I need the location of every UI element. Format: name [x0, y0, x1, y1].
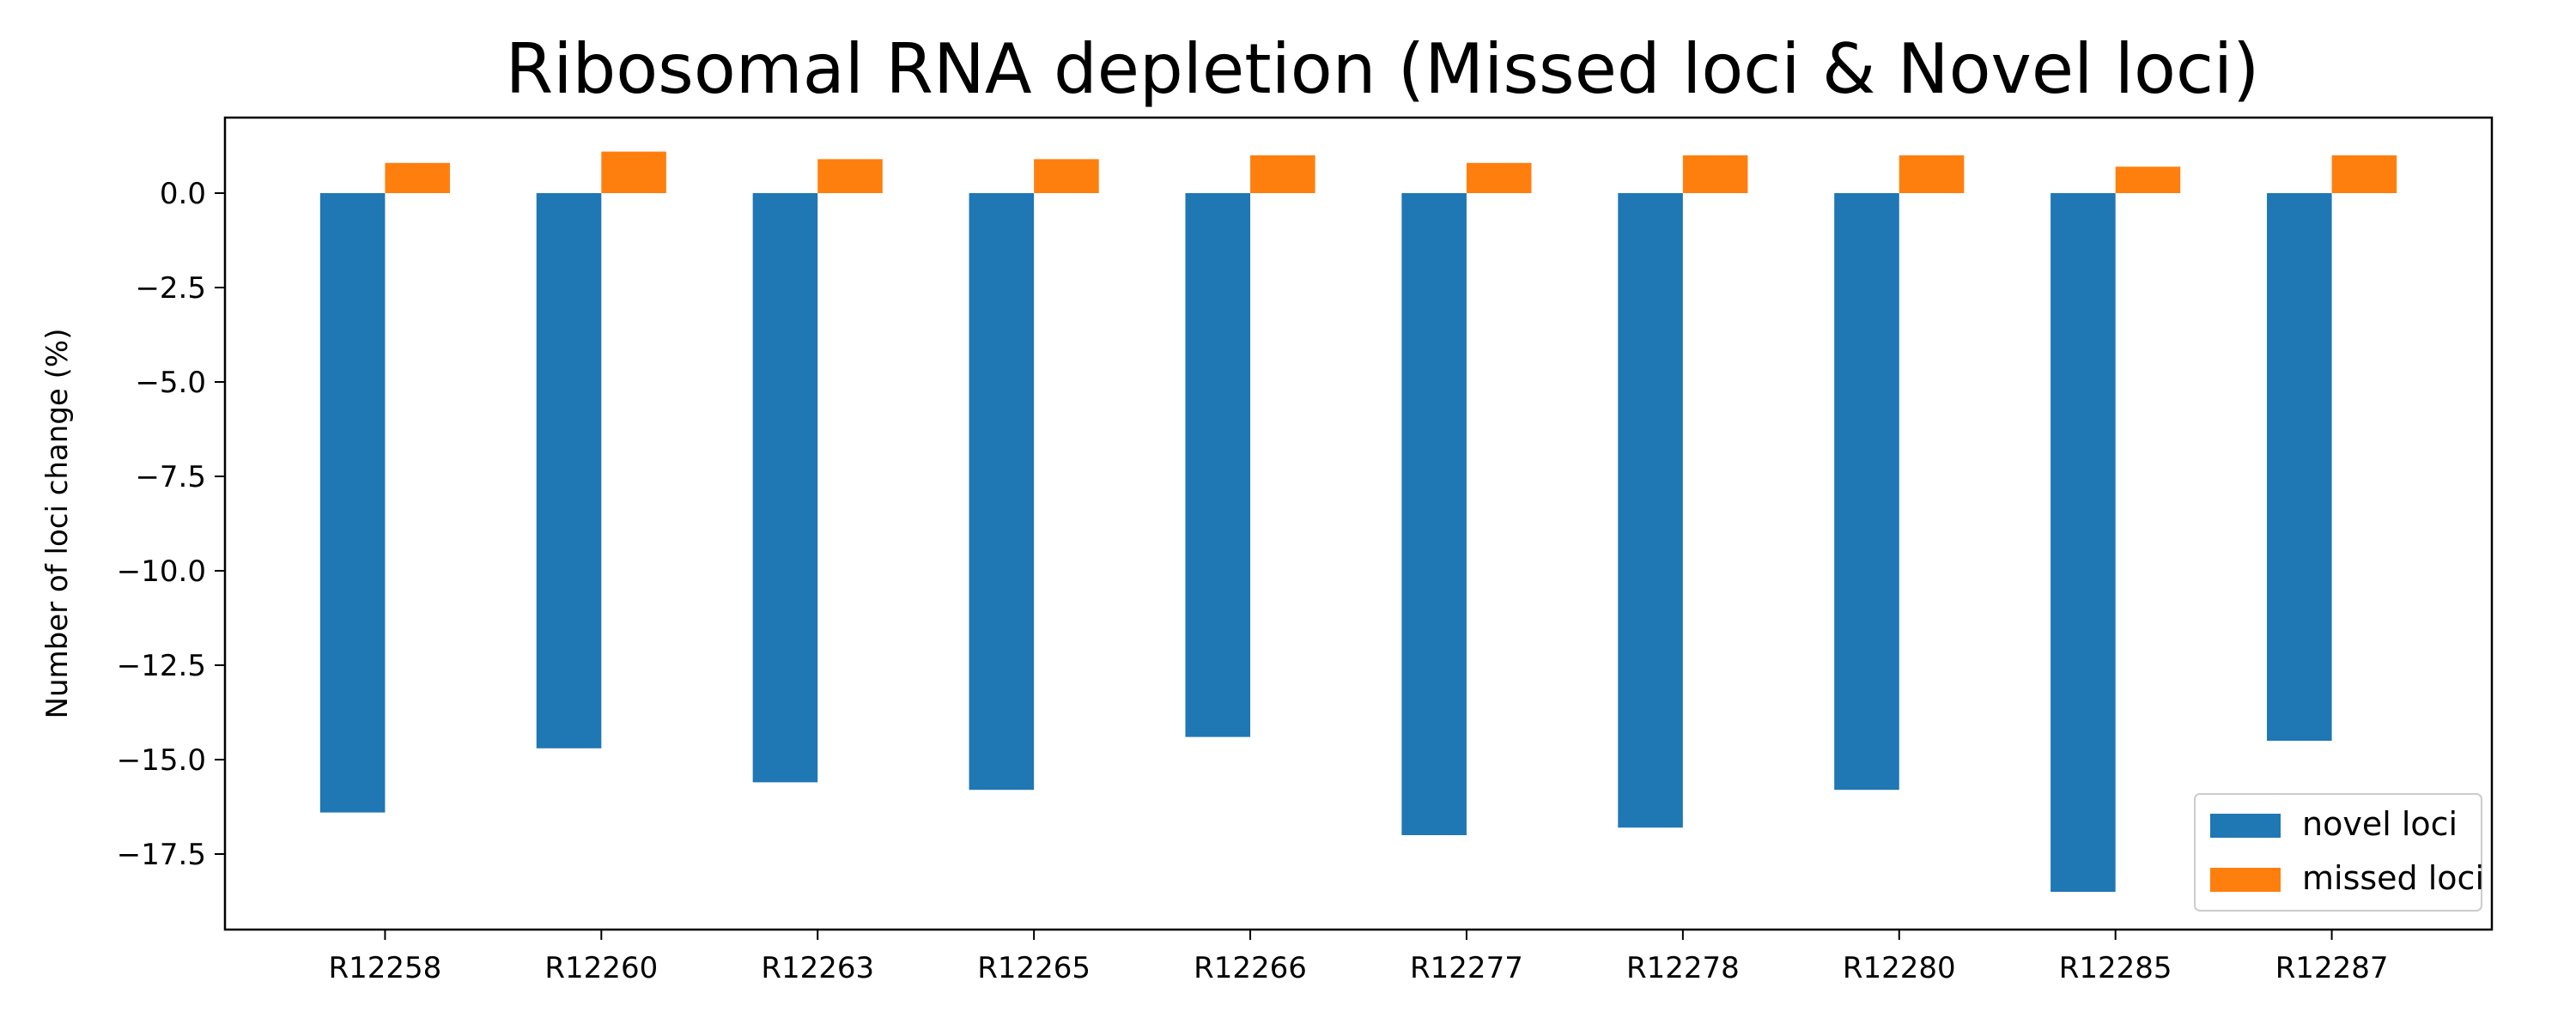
- y-axis-label: Number of loci change (%): [40, 329, 75, 719]
- plot-frame: [223, 116, 2494, 931]
- x-tick-label-R12280: R12280: [1843, 951, 1956, 985]
- x-tick-label-R12277: R12277: [1410, 951, 1523, 985]
- missed-loci-bar-R12266: [1250, 155, 1315, 193]
- missed-loci-bar-R12265: [1034, 159, 1099, 193]
- missed-loci-bar-R12260: [601, 151, 666, 193]
- novel-loci-bar-R12277: [1401, 193, 1467, 835]
- missed-loci-bar-R12258: [385, 162, 450, 193]
- novel-loci-bar-R12285: [2050, 193, 2116, 892]
- y-tick-label: −7.5: [135, 460, 206, 494]
- y-axis: 0.0 −2.5 −5.0 −7.5 −10.0 −12.5 −15.0 −17.5: [117, 177, 225, 872]
- x-tick-label-R12258: R12258: [329, 951, 442, 985]
- novel-loci-bar-R12260: [536, 193, 602, 748]
- missed-loci-bar-R12263: [817, 159, 883, 193]
- novel-loci-bar-R12258: [319, 193, 386, 813]
- x-tick-label-R12278: R12278: [1626, 951, 1740, 985]
- missed-loci-bar-R12278: [1682, 155, 1748, 193]
- novel-loci-bar-R12266: [1185, 193, 1251, 737]
- x-tick-label-R12265: R12265: [977, 951, 1091, 985]
- bars-layer: [319, 151, 2397, 892]
- chart-title: Ribosomal RNA depletion (Missed loci & N…: [506, 29, 2260, 109]
- legend-label-missed-loci: missed loci: [2302, 859, 2484, 897]
- missed-loci-bar-R12287: [2331, 155, 2397, 193]
- novel-loci-bar-R12287: [2267, 193, 2332, 741]
- novel-loci-bar-R12278: [1618, 193, 1683, 828]
- novel-loci-bar-R12265: [969, 193, 1035, 791]
- y-tick-label: −12.5: [117, 649, 206, 683]
- missed-loci-bar-R12280: [1899, 155, 1965, 193]
- y-tick-label: −5.0: [135, 366, 206, 400]
- missed-loci-bar-R12285: [2115, 167, 2181, 193]
- legend-label-novel-loci: novel loci: [2302, 805, 2458, 843]
- y-tick-label: −17.5: [117, 838, 206, 872]
- x-tick-label-R12260: R12260: [544, 951, 658, 985]
- y-tick-label: −2.5: [135, 271, 206, 306]
- y-tick-label: −15.0: [117, 743, 206, 778]
- x-tick-label-R12263: R12263: [761, 951, 874, 985]
- legend-swatch-novel-loci: [2210, 814, 2281, 838]
- legend: novel loci missed loci: [2194, 793, 2484, 912]
- x-tick-label-R12285: R12285: [2059, 951, 2172, 985]
- missed-loci-bar-R12277: [1466, 162, 1532, 193]
- legend-swatch-missed-loci: [2210, 868, 2281, 892]
- x-tick-label-R12266: R12266: [1194, 951, 1307, 985]
- y-tick-label: 0.0: [160, 177, 206, 211]
- novel-loci-bar-R12280: [1834, 193, 1899, 791]
- x-tick-label-R12287: R12287: [2275, 951, 2389, 985]
- y-tick-label: −10.0: [117, 554, 206, 589]
- x-axis: R12258 R12260 R12263 R12265 R12266 R12277 R122…: [329, 930, 2389, 985]
- novel-loci-bar-R12263: [752, 193, 818, 783]
